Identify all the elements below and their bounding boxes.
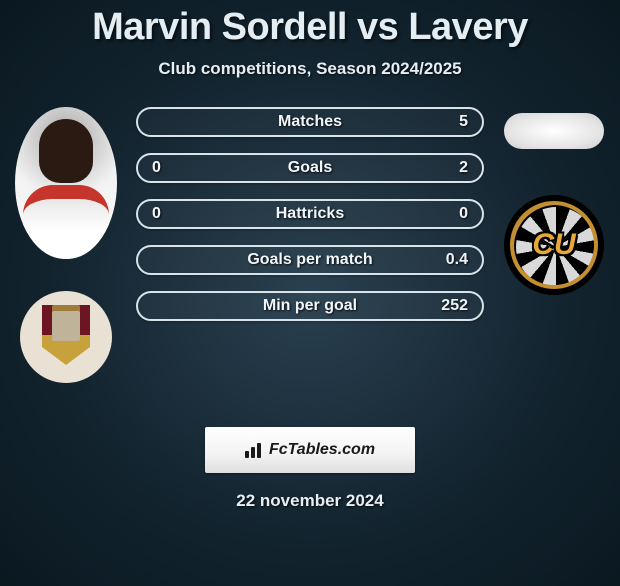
player-right-avatar bbox=[504, 113, 604, 149]
stat-row-matches: Matches 5 bbox=[136, 107, 484, 137]
right-side bbox=[490, 107, 618, 295]
brand-panel[interactable]: FcTables.com bbox=[205, 427, 415, 473]
stat-right-value: 0.4 bbox=[422, 251, 482, 269]
stat-left-value: 0 bbox=[138, 159, 198, 177]
stat-right-value: 0 bbox=[422, 205, 482, 223]
stat-left-value: 0 bbox=[138, 205, 198, 223]
page-title: Marvin Sordell vs Lavery bbox=[0, 6, 620, 49]
stat-right-value: 252 bbox=[422, 297, 482, 315]
stats-column: Matches 5 0 Goals 2 0 Hattricks 0 Goals … bbox=[136, 107, 484, 337]
stat-right-value: 5 bbox=[422, 113, 482, 131]
brand-text: FcTables.com bbox=[269, 441, 375, 459]
stat-right-value: 2 bbox=[422, 159, 482, 177]
stat-row-goals: 0 Goals 2 bbox=[136, 153, 484, 183]
comparison-layout: Matches 5 0 Goals 2 0 Hattricks 0 Goals … bbox=[0, 107, 620, 383]
date-text: 22 november 2024 bbox=[0, 491, 620, 511]
stat-label: Goals bbox=[198, 159, 422, 177]
stat-label: Hattricks bbox=[198, 205, 422, 223]
stat-row-min-per-goal: Min per goal 252 bbox=[136, 291, 484, 321]
stat-row-goals-per-match: Goals per match 0.4 bbox=[136, 245, 484, 275]
page-subtitle: Club competitions, Season 2024/2025 bbox=[0, 59, 620, 79]
bars-icon bbox=[245, 442, 265, 458]
stat-row-hattricks: 0 Hattricks 0 bbox=[136, 199, 484, 229]
club-left-crest bbox=[20, 291, 112, 383]
player-left-avatar bbox=[15, 107, 117, 259]
club-right-crest bbox=[504, 195, 604, 295]
stat-label: Matches bbox=[198, 113, 422, 131]
stat-label: Goals per match bbox=[198, 251, 422, 269]
stat-label: Min per goal bbox=[198, 297, 422, 315]
left-side bbox=[2, 107, 130, 383]
